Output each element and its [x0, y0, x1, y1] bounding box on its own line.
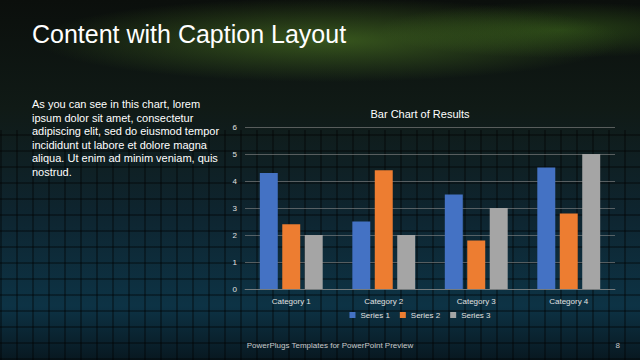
svg-text:Category 2: Category 2	[364, 297, 404, 306]
svg-text:Series 2: Series 2	[411, 311, 441, 320]
svg-text:Series 3: Series 3	[461, 311, 491, 320]
svg-text:Bar Chart of Results: Bar Chart of Results	[370, 108, 470, 120]
svg-text:Category 1: Category 1	[272, 297, 312, 306]
svg-text:6: 6	[233, 123, 238, 132]
svg-text:1: 1	[233, 258, 238, 267]
svg-text:3: 3	[233, 204, 238, 213]
svg-text:4: 4	[233, 177, 238, 186]
html-text:As you can see in this chart,: As you can see in this chart, lorem ipsu…	[32, 98, 220, 178]
svg-text:Category 4: Category 4	[549, 297, 589, 306]
svg-text:Series 1: Series 1	[360, 311, 390, 320]
svg-text:Category 3: Category 3	[457, 297, 497, 306]
html-text:PowerPlugs Templates for Power: PowerPlugs Templates for PowerPoint Prev…	[246, 341, 414, 350]
svg-text:0: 0	[233, 285, 238, 294]
svg-text:2: 2	[233, 231, 238, 240]
html-text:Content with Caption Layout: Content with Caption Layout	[32, 20, 347, 48]
html-text:8: 8	[615, 341, 620, 350]
svg-text:5: 5	[233, 150, 238, 159]
